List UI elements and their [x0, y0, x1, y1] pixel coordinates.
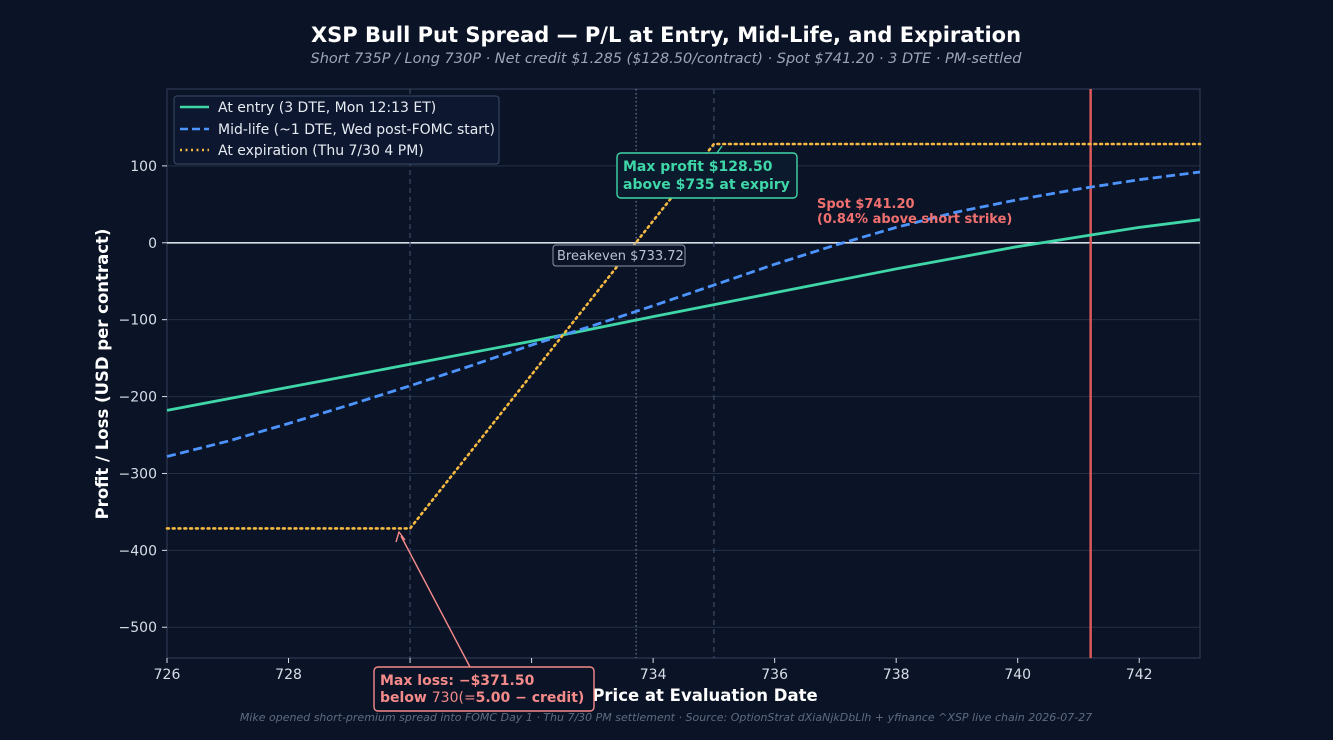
max-profit-annotation: Max profit $128.50 above $735 at expiry [616, 145, 798, 199]
y-tick-label: −200 [119, 390, 157, 406]
series-lines [165, 142, 1202, 530]
series-expiration-line [165, 142, 1202, 530]
x-tick-label: 742 [1126, 667, 1153, 683]
legend: At entry (3 DTE, Mon 12:13 ET) Mid-life … [173, 95, 500, 165]
y-tick-label: −300 [119, 466, 157, 482]
y-tick-label: −400 [119, 543, 157, 559]
series-midlife-line [166, 170, 1201, 458]
max-loss-arrow [400, 535, 471, 668]
x-axis-title: Price at Evaluation Date [592, 686, 817, 705]
legend-label-entry: At entry (3 DTE, Mon 12:13 ET) [218, 100, 436, 116]
y-tick-label: 0 [148, 236, 157, 252]
y-axis-title: Profit / Loss (USD per contract) [93, 229, 112, 520]
y-tick-label: −100 [119, 313, 157, 329]
legend-box [173, 95, 500, 165]
breakeven-annotation: Breakeven $733.72 [552, 244, 686, 267]
spot-annotation: Spot $741.20 (0.84% above short strike) [817, 197, 1012, 227]
x-tick-label: 738 [883, 667, 910, 683]
x-tick-label: 726 [154, 667, 181, 683]
breakeven-box [552, 244, 686, 267]
x-tick-label: 740 [1004, 667, 1031, 683]
chart-subtitle: Short 735P / Long 730P · Net credit $1.2… [311, 51, 1023, 67]
y-tick-label: −500 [119, 620, 157, 636]
legend-label-midlife: Mid-life (~1 DTE, Wed post-FOMC start) [218, 122, 495, 138]
max-loss-line2-d: 5.00 − credit) [476, 690, 585, 706]
max-profit-box [616, 152, 798, 199]
max-loss-box [373, 666, 595, 712]
max-loss-arrowhead [395, 530, 406, 543]
spot-line2: (0.84% above short strike) [817, 212, 1012, 227]
y-tick-label: 100 [130, 159, 157, 175]
x-tick-label: 734 [640, 667, 667, 683]
legend-label-expiration: At expiration (Thu 7/30 4 PM) [218, 143, 424, 159]
spot-line1: Spot $741.20 [817, 197, 915, 212]
chart-title: XSP Bull Put Spread — P/L at Entry, Mid-… [311, 23, 1021, 47]
max-loss-line1: Max loss: −$371.50 [380, 673, 535, 689]
max-loss-line2-c: = [464, 690, 476, 706]
series-entry-line [166, 218, 1201, 412]
max-loss-line2: below 730(=5.00 − credit) [380, 690, 584, 706]
x-tick-label: 728 [275, 667, 302, 683]
max-loss-line2-a: below [380, 690, 432, 706]
max-profit-line1: Max profit $128.50 [623, 159, 773, 175]
grid [167, 165, 1200, 628]
max-loss-line2-b: 730( [432, 690, 464, 706]
chart-footer: Mike opened short-premium spread into FO… [240, 711, 1092, 724]
max-profit-line2: above $735 at expiry [623, 177, 790, 193]
x-tick-label: 736 [761, 667, 788, 683]
breakeven-label: Breakeven $733.72 [557, 249, 684, 264]
max-loss-annotation: Max loss: −$371.50 below 730(=5.00 − cre… [373, 530, 595, 712]
